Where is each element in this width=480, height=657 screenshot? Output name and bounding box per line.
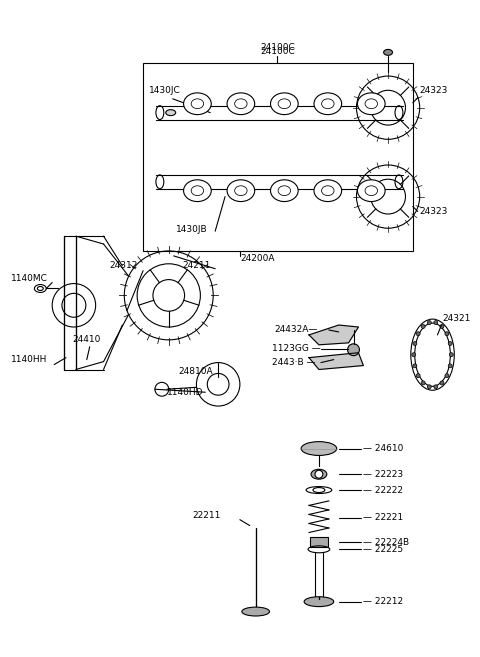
Circle shape: [440, 325, 444, 328]
Ellipse shape: [278, 186, 290, 196]
Circle shape: [440, 381, 444, 385]
Text: 1140MC: 1140MC: [11, 274, 48, 283]
Circle shape: [315, 470, 323, 478]
Circle shape: [416, 332, 420, 336]
Ellipse shape: [314, 180, 342, 202]
Circle shape: [434, 385, 438, 389]
Text: 1430JB: 1430JB: [176, 225, 207, 234]
Ellipse shape: [365, 186, 377, 196]
Circle shape: [434, 321, 438, 325]
Text: 24100C: 24100C: [260, 43, 295, 52]
Text: 24100C: 24100C: [260, 47, 295, 56]
Ellipse shape: [235, 99, 247, 108]
Ellipse shape: [278, 99, 290, 108]
Polygon shape: [309, 325, 359, 345]
Text: 24321: 24321: [443, 313, 471, 323]
Ellipse shape: [322, 186, 334, 196]
Text: 24432A—: 24432A—: [275, 325, 318, 334]
Circle shape: [449, 353, 453, 357]
Text: 2443·B —: 2443·B —: [272, 358, 315, 367]
Ellipse shape: [311, 469, 327, 479]
Circle shape: [448, 364, 452, 368]
Text: — 22223: — 22223: [363, 470, 404, 479]
Text: 24323: 24323: [420, 207, 448, 216]
Ellipse shape: [235, 186, 247, 196]
Ellipse shape: [227, 93, 255, 114]
Text: — 22221: — 22221: [363, 513, 404, 522]
Circle shape: [421, 381, 425, 385]
Circle shape: [427, 321, 431, 325]
Text: — 22225: — 22225: [363, 545, 404, 554]
Text: 24810A: 24810A: [179, 367, 213, 376]
Text: 24312: 24312: [109, 261, 138, 270]
Ellipse shape: [365, 99, 377, 108]
Circle shape: [421, 325, 425, 328]
Circle shape: [413, 342, 417, 346]
Ellipse shape: [384, 49, 393, 55]
Ellipse shape: [271, 93, 298, 114]
Ellipse shape: [191, 99, 204, 108]
Circle shape: [448, 342, 452, 346]
Circle shape: [348, 344, 360, 355]
Ellipse shape: [301, 442, 336, 455]
Ellipse shape: [322, 99, 334, 108]
Circle shape: [412, 353, 416, 357]
Text: 1430JC: 1430JC: [149, 87, 181, 95]
Text: 22211: 22211: [192, 511, 221, 520]
Ellipse shape: [191, 186, 204, 196]
Text: 24323: 24323: [420, 87, 448, 95]
Bar: [310, 537, 328, 547]
Text: 1123GG —: 1123GG —: [272, 344, 320, 353]
Text: 1140HD: 1140HD: [167, 388, 203, 397]
Circle shape: [445, 332, 449, 336]
Ellipse shape: [304, 597, 334, 606]
Circle shape: [445, 374, 449, 378]
Text: 24200A: 24200A: [240, 254, 275, 263]
Text: — 24610: — 24610: [363, 444, 404, 453]
Ellipse shape: [242, 607, 270, 616]
Text: — 22222: — 22222: [363, 486, 403, 495]
Ellipse shape: [358, 93, 385, 114]
Circle shape: [416, 374, 420, 378]
Circle shape: [413, 364, 417, 368]
Ellipse shape: [166, 110, 176, 116]
Ellipse shape: [183, 93, 211, 114]
Circle shape: [427, 385, 431, 389]
Text: 24410: 24410: [72, 335, 100, 344]
Bar: [143, 63, 413, 251]
Ellipse shape: [183, 180, 211, 202]
Text: — 22224B: — 22224B: [363, 538, 409, 547]
Text: 24211: 24211: [182, 261, 211, 270]
Circle shape: [153, 280, 185, 311]
Text: — 22212: — 22212: [363, 597, 404, 606]
Polygon shape: [309, 353, 363, 369]
Ellipse shape: [227, 180, 255, 202]
Ellipse shape: [271, 180, 298, 202]
Text: 1140HH: 1140HH: [11, 355, 47, 364]
Ellipse shape: [314, 93, 342, 114]
Ellipse shape: [358, 180, 385, 202]
